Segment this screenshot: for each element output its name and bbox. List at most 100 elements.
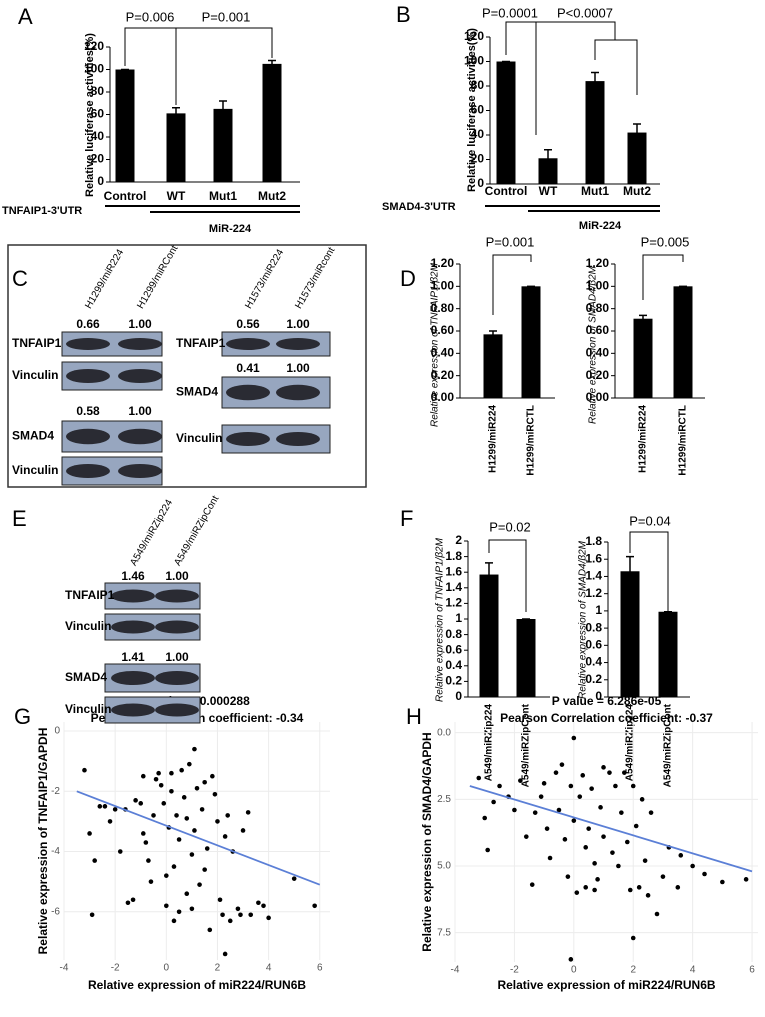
point [642, 858, 648, 863]
row-label: SMAD4 [176, 385, 218, 399]
blot-band [111, 620, 155, 634]
x-tick-label: -2 [111, 963, 120, 974]
error-bar [489, 330, 497, 338]
point [743, 877, 749, 882]
y-tick-label: 1.2 [445, 596, 462, 610]
p-value: P=0.001 [202, 9, 251, 24]
point [491, 799, 496, 805]
point [82, 767, 87, 773]
point [184, 816, 190, 821]
point [613, 783, 618, 789]
bracket [536, 21, 616, 40]
bar [658, 611, 678, 697]
x-tick-label: 4 [266, 963, 272, 974]
point [89, 912, 95, 918]
y-tick-label: 5.0 [437, 861, 451, 872]
point [181, 795, 187, 800]
point [607, 770, 612, 775]
point [189, 852, 195, 857]
y-tick-label: 0.00 [431, 390, 455, 404]
y-tick-label: 0 [97, 174, 104, 188]
point [532, 810, 538, 815]
point [92, 858, 97, 863]
point [176, 837, 182, 842]
panel-label: E [12, 506, 27, 531]
point [130, 897, 136, 903]
x-tick-label: H1299/miR224 [638, 405, 649, 473]
band-ratio: 1.00 [128, 317, 152, 331]
group-label: TNFAIP1-3'UTR [2, 205, 82, 217]
blot-band [66, 428, 110, 445]
x-tick-label: Mut2 [623, 184, 651, 198]
band-ratio: 0.66 [76, 317, 100, 331]
panel-label: A [18, 4, 33, 29]
x-tick-label: 0 [571, 965, 577, 976]
point [207, 927, 213, 933]
trend-line [469, 785, 753, 873]
blot-frame [7, 244, 367, 488]
y-tick-label: 0.4 [585, 655, 602, 669]
point [248, 912, 254, 918]
point [158, 782, 164, 788]
point [601, 834, 606, 839]
y-tick-label: 0.6 [585, 638, 602, 652]
y-tick-label: 0.4 [445, 658, 462, 672]
group-label: SMAD4-3'UTR [382, 201, 456, 213]
p-value: P=0.04 [629, 513, 671, 528]
band-ratio: 1.00 [286, 361, 310, 375]
x-tick-label: Control [104, 189, 147, 203]
y-tick-label: 20 [471, 152, 485, 166]
y-tick-label: 80 [91, 84, 105, 98]
blot-band [111, 589, 155, 603]
y-tick-label: 0 [477, 176, 484, 190]
x-tick-label: H1299/miR224 [488, 405, 499, 473]
band-ratio: 0.41 [236, 361, 260, 375]
row-label: Vinculin [12, 368, 58, 382]
group-label: MiR-224 [209, 223, 252, 235]
point [553, 770, 559, 775]
row-label: SMAD4 [65, 670, 107, 684]
blot-band [118, 464, 162, 478]
x-tick-label: WT [539, 184, 558, 198]
bracket [488, 539, 527, 612]
point [220, 912, 225, 918]
blot-band [155, 671, 199, 685]
point [598, 805, 603, 810]
p-value: P=0.02 [489, 519, 531, 534]
y-tick-label: 0.40 [431, 346, 455, 360]
point [199, 807, 205, 812]
y-tick-label: 0.6 [445, 642, 462, 656]
y-tick-label: 60 [471, 103, 485, 117]
point [702, 871, 707, 877]
blot-band [111, 671, 155, 685]
point [675, 885, 681, 890]
point [586, 826, 591, 831]
bar [620, 571, 640, 697]
point [222, 951, 228, 957]
point [225, 813, 230, 818]
point [202, 779, 207, 785]
y-tick-label: 0.20 [586, 368, 610, 382]
point [574, 890, 580, 895]
band-ratio: 1.41 [121, 650, 145, 664]
point [565, 874, 571, 879]
point [184, 891, 190, 897]
point [187, 761, 192, 767]
point [633, 823, 639, 829]
point [148, 879, 154, 884]
x-tick-label: 6 [317, 963, 323, 974]
blot-band [155, 703, 199, 717]
x-tick-label: Mut2 [258, 189, 286, 203]
point [523, 834, 529, 839]
bar [496, 61, 516, 184]
point [189, 906, 195, 912]
chart-subtitle: Pearson Correlation coefficient: -0.37 [500, 711, 713, 725]
point [192, 828, 197, 833]
point [312, 903, 317, 909]
point [690, 863, 695, 869]
bar [516, 619, 536, 697]
band-ratio: 1.46 [121, 569, 145, 583]
x-axis-label: Relative expression of miR224/RUN6B [497, 978, 715, 992]
point [133, 798, 138, 803]
